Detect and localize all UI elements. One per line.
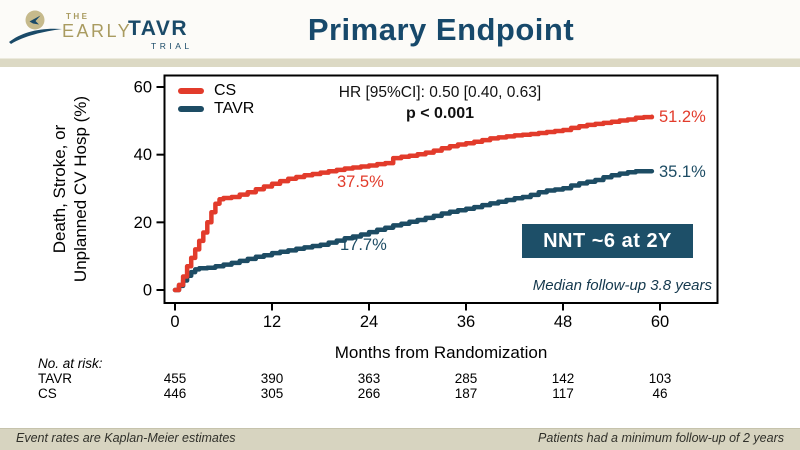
risk-value-tavr-m60: 103 [648, 371, 672, 386]
survival-curves [172, 114, 655, 293]
risk-row-label-cs: CS [38, 386, 57, 401]
risk-value-cs-m0: 446 [163, 386, 187, 401]
page-title: Primary Endpoint [307, 12, 575, 47]
cs-line-swatch [178, 88, 204, 94]
risk-value-tavr-m48: 142 [551, 371, 575, 386]
footer-note-left: Event rates are Kaplan-Meier estimates [16, 431, 236, 445]
cs-final-label: 51.2% [659, 108, 706, 126]
risk-value-tavr-m0: 455 [163, 371, 187, 386]
hazard-ratio-text: HR [95%CI]: 0.50 [0.40, 0.63] [338, 84, 542, 101]
logo-early-text: EARLY [62, 21, 133, 41]
logo-trial-text: TRIAL [151, 41, 193, 51]
early-tavr-trial-logo: THE EARLY TAVR TRIAL [8, 4, 208, 58]
y-tick-label: 60 [134, 79, 152, 97]
risk-value-cs-m60: 46 [652, 386, 668, 401]
median-followup-note: Median follow-up 3.8 years [532, 277, 712, 294]
cs-2y-label: 37.5% [337, 173, 384, 191]
x-tick-label: 24 [360, 313, 378, 331]
x-tick-label: 60 [651, 313, 669, 331]
nnt-callout: NNT ~6 at 2Y [522, 224, 693, 258]
risk-value-cs-m48: 117 [552, 386, 574, 401]
risk-value-cs-m12: 305 [260, 386, 284, 401]
risk-table-title: No. at risk: [38, 356, 103, 371]
x-axis-title: Months from Randomization [334, 343, 548, 362]
logo-tavr-text: TAVR [128, 17, 189, 40]
y-tick-label: 0 [143, 282, 152, 300]
cs-survival-curve [172, 114, 655, 293]
x-tick-label: 0 [170, 313, 179, 331]
risk-row-label-tavr: TAVR [38, 371, 73, 386]
y-tick-label: 20 [134, 214, 152, 232]
risk-value-tavr-m12: 390 [260, 371, 284, 386]
legend-item-cs: CS [178, 82, 254, 100]
footer-note-right: Patients had a minimum follow-up of 2 ye… [538, 431, 784, 445]
y-axis-title: Death, Stroke, or Unplanned CV Hosp (%) [49, 95, 90, 283]
risk-value-cs-m24: 266 [357, 386, 381, 401]
tavr-2y-label: 17.7% [340, 236, 387, 254]
risk-value-cs-m36: 187 [454, 386, 478, 401]
footer-bar [0, 428, 800, 450]
risk-value-tavr-m24: 363 [357, 371, 381, 386]
tavr-line-swatch [178, 106, 204, 112]
x-tick-label: 48 [554, 313, 572, 331]
x-tick-label: 36 [457, 313, 475, 331]
legend-item-tavr: TAVR [178, 100, 254, 118]
p-value-text: p < 0.001 [405, 105, 475, 122]
header-divider [0, 58, 800, 67]
risk-value-tavr-m36: 285 [454, 371, 478, 386]
tavr-survival-curve [172, 168, 655, 293]
logo-swoosh-icon [9, 10, 62, 44]
cs-legend-label: CS [214, 82, 237, 99]
tavr-final-label: 35.1% [659, 163, 706, 181]
axis-ticks: 0 12 24 36 48 60 0 20 40 60 [134, 79, 670, 331]
y-tick-label: 40 [134, 146, 152, 164]
tavr-legend-label: TAVR [214, 100, 255, 117]
header-bar: THE EARLY TAVR TRIAL Primary Endpoint [0, 0, 800, 58]
legend: CS TAVR [178, 82, 254, 118]
x-tick-label: 12 [263, 313, 281, 331]
logo-the-text: THE [66, 12, 90, 21]
